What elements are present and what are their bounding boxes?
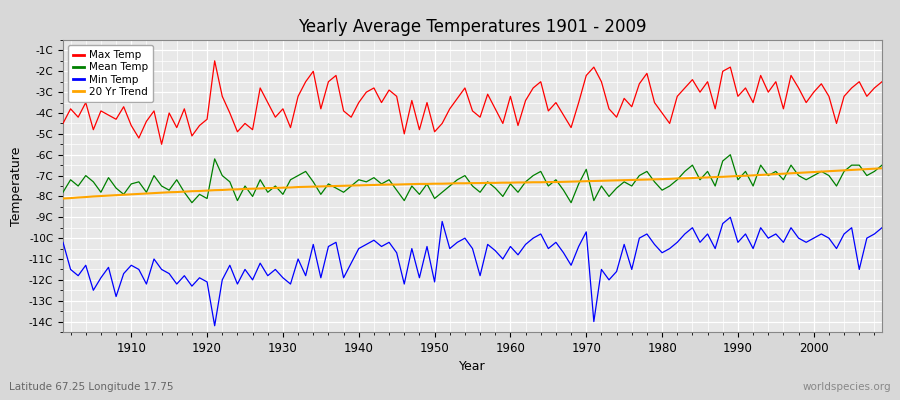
Text: Latitude 67.25 Longitude 17.75: Latitude 67.25 Longitude 17.75	[9, 382, 174, 392]
X-axis label: Year: Year	[459, 360, 486, 373]
Y-axis label: Temperature: Temperature	[10, 146, 23, 226]
Legend: Max Temp, Mean Temp, Min Temp, 20 Yr Trend: Max Temp, Mean Temp, Min Temp, 20 Yr Tre…	[68, 45, 153, 102]
Title: Yearly Average Temperatures 1901 - 2009: Yearly Average Temperatures 1901 - 2009	[298, 18, 647, 36]
Text: worldspecies.org: worldspecies.org	[803, 382, 891, 392]
